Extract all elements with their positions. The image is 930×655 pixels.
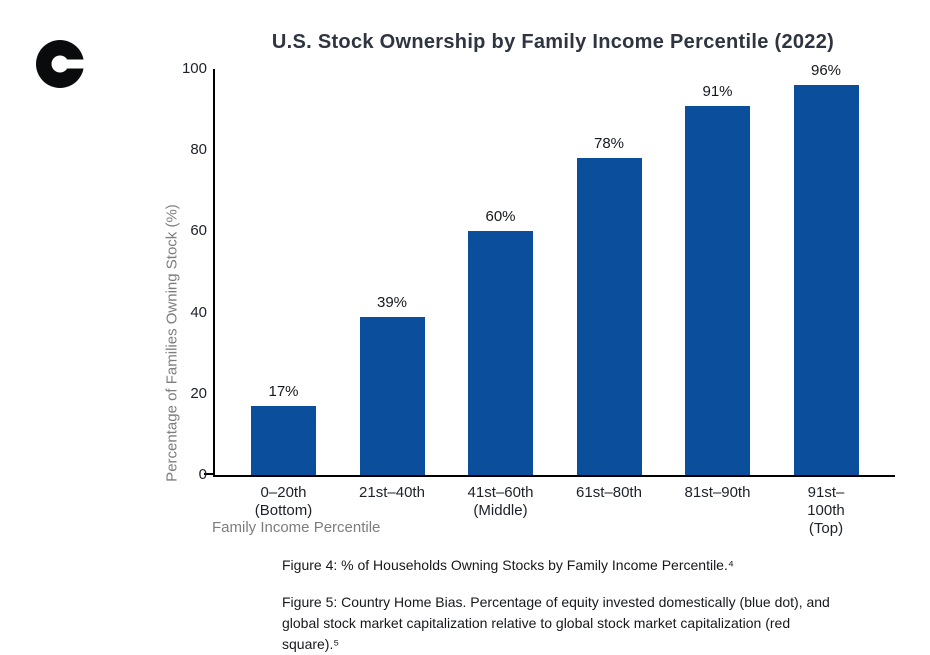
x-axis-tick-label: 0–20th (Bottom) [254,484,313,519]
x-axis-tick-label: 21st–40th [359,484,425,501]
bar [468,231,533,475]
bar [576,158,642,475]
bar-value-label: 39% [376,293,408,311]
coinbase-logo-icon [36,40,84,88]
y-axis-tick-label: 20 [190,384,207,402]
zero-tick-mark [204,473,213,475]
bar-value-label: 91% [702,82,733,100]
bar [685,105,750,475]
plot-area: 17% 0–20th (Bottom) 39% 21st–40th 60% 41st–60… [213,62,895,537]
x-axis-tick-label: 61st–80th [576,484,642,501]
bar [793,85,859,475]
y-axis-label: Percentage of Families Owning Stock (%) [163,204,181,482]
y-axis-tick-label: 60 [190,222,207,240]
bar-value-label: 96% [810,62,842,80]
x-axis-label: Family Income Percentile [212,519,381,536]
y-axis-tick-label: 40 [190,303,207,321]
bar-value-label: 78% [593,135,625,153]
x-axis-tick-label: 91st–100th (Top) [807,484,845,537]
y-axis-tick-label: 80 [190,141,207,159]
bar [251,405,316,475]
bar-value-label: 60% [485,208,516,226]
chart-title: U.S. Stock Ownership by Family Income Pe… [271,31,835,53]
y-axis-tick-label: 100 [181,60,207,77]
bar [359,316,425,475]
x-axis-tick-label: 41st–60th (Middle) [467,484,534,519]
bar-value-label: 17% [268,382,299,400]
figure5-caption: Figure 5: Country Home Bias. Percentage … [282,594,830,652]
figure4-caption: Figure 4: % of Households Owning Stocks … [282,557,734,573]
y-axis-tick-label: 0 [198,466,207,483]
x-axis-tick-label: 81st–90th [684,484,751,501]
logo-notch [59,59,84,69]
